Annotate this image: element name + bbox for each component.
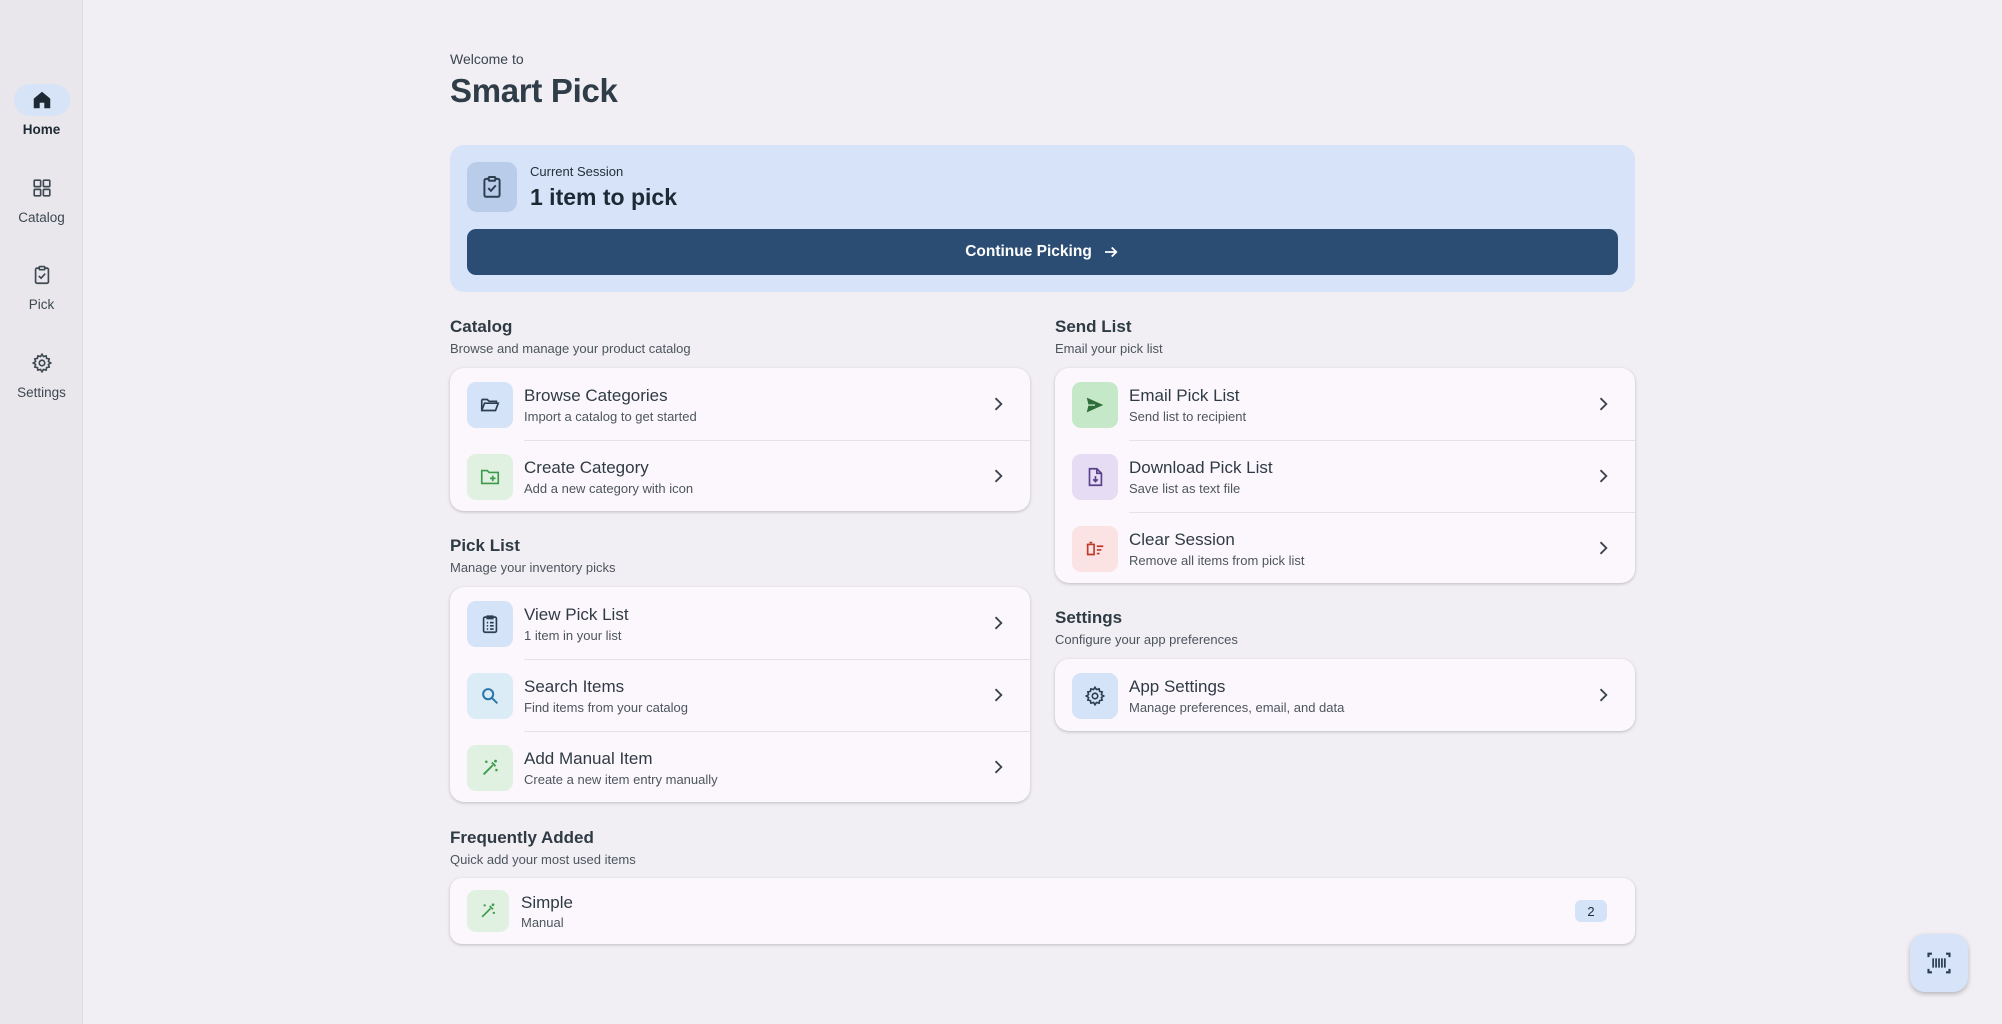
list-clipboard-icon: [467, 601, 513, 647]
chevron-right-icon: [1599, 469, 1608, 483]
nav-item-settings[interactable]: Settings: [0, 347, 83, 400]
catalog-section-subtitle: Browse and manage your product catalog: [450, 341, 691, 356]
clipboard-check-icon: [14, 259, 70, 291]
chevron-right-icon: [994, 688, 1003, 702]
session-item-count: 1 item to pick: [530, 184, 677, 210]
row-title: Add Manual Item: [524, 749, 653, 768]
row-title: Create Category: [524, 458, 649, 477]
delete-sweep-icon: [1072, 526, 1118, 572]
row-subtitle: Find items from your catalog: [524, 700, 689, 715]
frequent-section-subtitle: Quick add your most used items: [450, 852, 636, 867]
continue-picking-button[interactable]: Continue Picking: [467, 229, 1618, 275]
nav-item-home[interactable]: Home: [0, 84, 83, 137]
barcode-scan-button[interactable]: [1910, 934, 1968, 992]
catalog-section-title: Catalog: [450, 317, 513, 336]
chevron-right-icon: [994, 616, 1003, 630]
send-icon: [1072, 382, 1118, 428]
pick-list-card: View Pick List 1 item in your list Searc…: [450, 587, 1030, 802]
catalog-card: Browse Categories Import a catalog to ge…: [450, 368, 1030, 511]
session-label: Current Session: [530, 164, 624, 179]
nav-label-catalog: Catalog: [18, 210, 65, 225]
chevron-right-icon: [1599, 397, 1608, 411]
page-title: Smart Pick: [450, 72, 618, 109]
row-subtitle: Add a new category with icon: [524, 481, 694, 496]
clipboard-check-icon: [467, 162, 517, 212]
row-title: App Settings: [1129, 677, 1226, 696]
nav-label-pick: Pick: [28, 297, 55, 312]
row-subtitle: Remove all items from pick list: [1129, 553, 1305, 568]
chevron-right-icon: [994, 469, 1003, 483]
clear-session-row[interactable]: Clear Session Remove all items from pick…: [1055, 512, 1635, 583]
row-subtitle: Send list to recipient: [1129, 409, 1247, 424]
row-subtitle: Manage preferences, email, and data: [1129, 700, 1345, 715]
view-pick-list-row[interactable]: View Pick List 1 item in your list: [450, 587, 1030, 659]
pick-list-section-subtitle: Manage your inventory picks: [450, 560, 616, 575]
pick-list-section-title: Pick List: [450, 536, 520, 555]
chevron-right-icon: [1599, 688, 1608, 702]
arrow-right-icon: [1104, 246, 1118, 258]
add-manual-item-row[interactable]: Add Manual Item Create a new item entry …: [450, 731, 1030, 802]
row-subtitle: 1 item in your list: [524, 628, 622, 643]
navigation-rail: Home Catalog Pick Settings: [0, 0, 83, 1024]
frequent-item-subtitle: Manual: [521, 915, 564, 930]
browse-categories-row[interactable]: Browse Categories Import a catalog to ge…: [450, 368, 1030, 440]
row-title: Search Items: [524, 677, 625, 696]
settings-section-subtitle: Configure your app preferences: [1055, 632, 1238, 647]
folder-open-icon: [467, 382, 513, 428]
send-list-section-subtitle: Email your pick list: [1055, 341, 1163, 356]
send-list-section-title: Send List: [1055, 317, 1132, 336]
send-list-card: Email Pick List Send list to recipient D…: [1055, 368, 1635, 583]
nav-label-settings: Settings: [17, 385, 66, 400]
grid-icon: [14, 172, 70, 204]
continue-picking-label: Continue Picking: [965, 243, 1092, 260]
app-settings-row[interactable]: App Settings Manage preferences, email, …: [1055, 659, 1635, 731]
chevron-right-icon: [994, 397, 1003, 411]
nav-item-pick[interactable]: Pick: [0, 259, 83, 312]
file-download-icon: [1072, 454, 1118, 500]
download-pick-list-row[interactable]: Download Pick List Save list as text fil…: [1055, 440, 1635, 512]
row-subtitle: Save list as text file: [1129, 481, 1241, 496]
folder-plus-icon: [467, 454, 513, 500]
row-title: Clear Session: [1129, 530, 1235, 549]
frequent-section-title: Frequently Added: [450, 828, 594, 847]
row-subtitle: Create a new item entry manually: [524, 772, 718, 787]
frequent-item-title: Simple: [521, 893, 573, 912]
row-subtitle: Import a catalog to get started: [524, 409, 697, 424]
nav-item-catalog[interactable]: Catalog: [0, 172, 83, 225]
row-title: Browse Categories: [524, 386, 668, 405]
create-category-row[interactable]: Create Category Add a new category with …: [450, 440, 1030, 511]
barcode-scan-icon: [1927, 952, 1951, 974]
row-title: View Pick List: [524, 605, 629, 624]
frequent-item-simple[interactable]: Simple Manual 2: [450, 878, 1635, 944]
search-icon: [467, 673, 513, 719]
magic-wand-icon: [467, 745, 513, 791]
settings-card: App Settings Manage preferences, email, …: [1055, 659, 1635, 731]
chevron-right-icon: [1599, 541, 1608, 555]
magic-wand-icon: [467, 890, 509, 932]
current-session-card: Current Session 1 item to pick Continue …: [450, 145, 1635, 292]
email-pick-list-row[interactable]: Email Pick List Send list to recipient: [1055, 368, 1635, 440]
count-badge: 2: [1575, 900, 1607, 922]
gear-icon: [14, 347, 70, 379]
chevron-right-icon: [994, 760, 1003, 774]
row-title: Download Pick List: [1129, 458, 1273, 477]
welcome-text: Welcome to: [450, 51, 524, 67]
row-title: Email Pick List: [1129, 386, 1240, 405]
gear-icon: [1072, 673, 1118, 719]
search-items-row[interactable]: Search Items Find items from your catalo…: [450, 659, 1030, 731]
nav-label-home: Home: [22, 122, 61, 137]
home-icon: [13, 84, 70, 116]
settings-section-title: Settings: [1055, 608, 1123, 627]
